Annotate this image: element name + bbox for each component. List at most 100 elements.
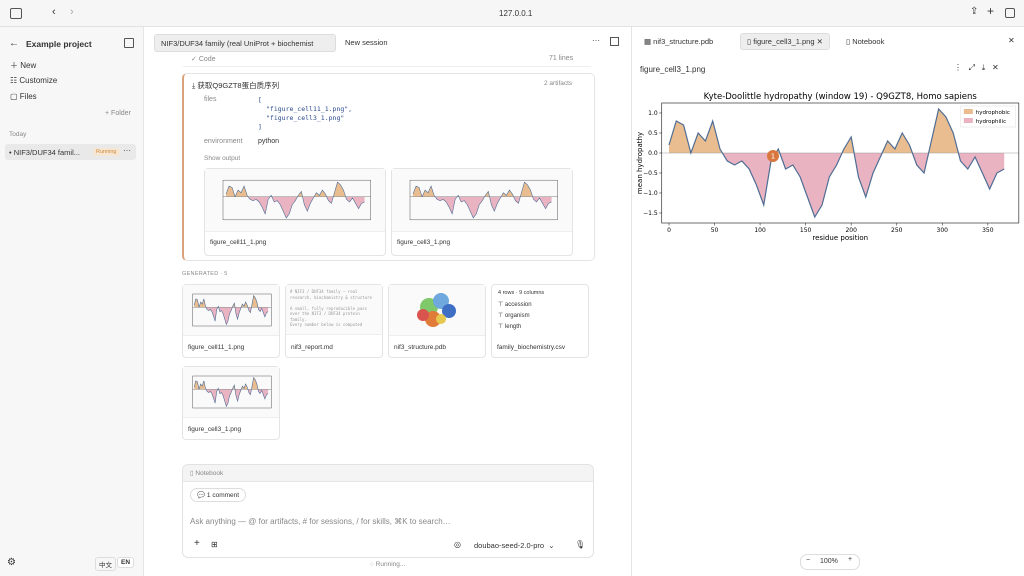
step-title[interactable]: ⤓ 获取Q9GZT8蛋白质序列 (192, 81, 280, 90)
artifact-name: family_biochemistry.csv (497, 344, 566, 351)
lang-en[interactable]: EN (117, 557, 135, 568)
csv-shape: 4 rows · 9 columns (498, 290, 545, 296)
artifact-card[interactable]: figure_cell11_1.png (182, 284, 280, 358)
artifact-name: nif3_structure.pdb (394, 344, 447, 351)
composer: ▯ Notebook 💬 1 comment Ask anything — @ … (182, 464, 594, 558)
thumbnail (392, 169, 572, 232)
generated-label: GENERATED · 5 (182, 271, 228, 277)
artifact-card[interactable]: # NIF3 / DUF34 family — real research, bi… (285, 284, 383, 358)
tabs[interactable] (1005, 8, 1015, 18)
menu-new[interactable]: ＋ New (10, 61, 37, 70)
new-tab[interactable]: + (987, 4, 995, 18)
thumbnail (183, 285, 279, 336)
output-name: figure_cell3_1.png (397, 239, 451, 246)
legend-label: hydrophobic (976, 110, 1010, 116)
line (412, 181, 552, 219)
add-folder[interactable]: + Folder (105, 110, 131, 117)
plot-frame (222, 179, 371, 221)
close[interactable]: ✕ (1008, 36, 1015, 45)
x-axis-label: residue position (812, 234, 868, 242)
panel-toggle[interactable] (610, 37, 619, 46)
more[interactable]: ··· (592, 36, 600, 45)
viewer-tab[interactable]: ▯ Notebook (846, 37, 885, 46)
back-arrow[interactable]: ← (9, 38, 19, 49)
add[interactable]: + (194, 538, 200, 549)
lang-zh[interactable]: 中文 (95, 557, 116, 571)
line (668, 107, 1005, 219)
viewer-tab[interactable]: ▦ nif3_structure.pdb (644, 37, 714, 46)
x-tick-label: 250 (891, 227, 903, 234)
y-axis-label: mean hydropathy (636, 132, 644, 194)
browser-bar: ‹ › 127.0.0.1 ⇪ + (0, 0, 1024, 27)
output-card[interactable]: figure_cell3_1.png (391, 168, 573, 256)
env-value: python (258, 138, 280, 145)
status: ◌ Running... (370, 561, 406, 568)
x-tick-label: 350 (982, 227, 994, 234)
artifact-count: 2 artifacts (544, 80, 573, 87)
comment-chip[interactable]: 💬 1 comment (190, 488, 247, 502)
code-row[interactable]: ✓ Code 71 lines (183, 53, 591, 67)
x-tick-label: 0 (667, 227, 671, 234)
more[interactable]: ··· (123, 146, 131, 155)
model[interactable]: doubao-seed-2.0-pro ⌄ (474, 541, 555, 550)
model-icon: ◎ (454, 540, 461, 549)
legend-swatch (963, 118, 973, 123)
zoom[interactable]: −100% + (800, 554, 860, 570)
status-badge: Running (93, 148, 120, 156)
y-tick-label: −1.0 (643, 190, 658, 197)
url[interactable]: 127.0.0.1 (499, 9, 533, 18)
mic[interactable]: 🎙 (575, 540, 586, 549)
project-name[interactable]: Example project (26, 39, 92, 49)
structure-preview (389, 285, 485, 336)
new-session-tab[interactable]: New session (345, 38, 388, 47)
code: "figure_cell3_1.png" (266, 114, 345, 122)
code: [ (258, 96, 262, 104)
area-hydrophilic (205, 307, 269, 325)
artifact-card[interactable]: nif3_structure.pdb (388, 284, 486, 358)
line (225, 181, 365, 219)
session-name: • NIF3/DUF34 famil... (9, 148, 80, 157)
line (193, 294, 269, 326)
chart: Kyte-Doolittle hydropathy (window 19) - … (636, 92, 1020, 242)
collapse[interactable] (124, 38, 134, 48)
area-hydrophobic (226, 182, 365, 197)
plot-frame (192, 375, 272, 409)
step-card: ⤓ 获取Q9GZT8蛋白质序列 2 artifacts files [ "fig… (182, 73, 595, 261)
grid-btn[interactable]: ⊞ (211, 540, 218, 549)
menu-files[interactable]: ▢ Files (10, 92, 37, 101)
legend-box (960, 105, 1017, 128)
artifact-name: nif3_report.md (291, 344, 333, 351)
comment-pin[interactable] (767, 150, 779, 162)
session-item[interactable]: • NIF3/DUF34 famil... Running ··· (5, 144, 136, 160)
thumbnail (183, 367, 279, 418)
line (193, 376, 269, 408)
x-tick-label: 200 (845, 227, 857, 234)
viewer-tab[interactable]: ▯ figure_cell3_1.png ✕ (740, 33, 830, 50)
show-output[interactable]: Show output (204, 155, 241, 162)
area-hydrophilic (205, 389, 269, 407)
session-tab[interactable]: NIF3/DUF34 family (real UniProt + bioche… (154, 34, 336, 52)
code: ] (258, 123, 262, 131)
forward[interactable]: › (70, 6, 74, 18)
area-hydrophobic (194, 377, 269, 390)
x-tick-label: 300 (937, 227, 949, 234)
settings[interactable]: ⚙ (7, 557, 16, 568)
y-tick-label: −0.5 (643, 170, 658, 177)
artifact-card[interactable]: figure_cell3_1.png (182, 366, 280, 440)
area-hydrophobic (194, 295, 269, 308)
thumbnail (205, 169, 385, 232)
menu-customize[interactable]: ☷ Customize (10, 76, 58, 85)
back[interactable]: ‹ (52, 6, 56, 18)
toolbar[interactable]: ⋮ ⤢ ⤓ ✕ (954, 63, 999, 72)
x-tick-label: 100 (754, 227, 766, 234)
md-preview: # NIF3 / DUF34 family — real research, bi… (286, 285, 382, 335)
plot-frame (192, 293, 272, 327)
input[interactable]: Ask anything — @ for artifacts, # for se… (190, 517, 451, 526)
plot-frame (661, 102, 1020, 224)
share[interactable]: ⇪ (970, 6, 979, 17)
sidebar-icon[interactable] (10, 8, 22, 19)
output-card[interactable]: figure_cell11_1.png (204, 168, 386, 256)
artifact-card[interactable]: 4 rows · 9 columns ⊤ accession ⊤ organis… (491, 284, 589, 358)
x-tick-label: 50 (711, 227, 719, 234)
